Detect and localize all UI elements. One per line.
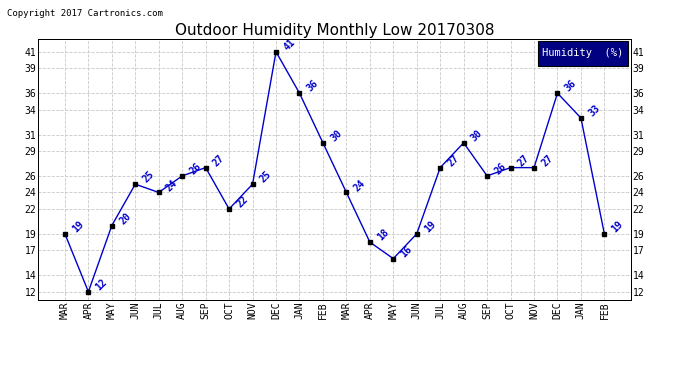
Text: 27: 27 xyxy=(446,153,461,168)
Text: 41: 41 xyxy=(282,37,297,52)
Text: 27: 27 xyxy=(540,153,555,168)
Text: 30: 30 xyxy=(328,128,344,143)
Text: 26: 26 xyxy=(188,161,203,177)
Text: Copyright 2017 Cartronics.com: Copyright 2017 Cartronics.com xyxy=(7,9,163,18)
Text: 25: 25 xyxy=(141,170,156,185)
Text: 36: 36 xyxy=(563,78,578,94)
Text: 12: 12 xyxy=(94,277,109,292)
Text: 19: 19 xyxy=(70,219,86,234)
Text: 19: 19 xyxy=(422,219,437,234)
Text: 20: 20 xyxy=(117,211,132,226)
Text: 26: 26 xyxy=(493,161,508,177)
Text: 24: 24 xyxy=(164,178,179,193)
Text: 30: 30 xyxy=(469,128,484,143)
Title: Outdoor Humidity Monthly Low 20170308: Outdoor Humidity Monthly Low 20170308 xyxy=(175,23,495,38)
Text: 25: 25 xyxy=(258,170,273,185)
Text: 16: 16 xyxy=(399,244,414,259)
Text: Humidity  (%): Humidity (%) xyxy=(542,48,623,58)
Text: 36: 36 xyxy=(305,78,320,94)
Text: 27: 27 xyxy=(516,153,531,168)
Text: 18: 18 xyxy=(375,227,391,243)
Text: 33: 33 xyxy=(586,103,602,118)
Text: 24: 24 xyxy=(352,178,367,193)
Text: 19: 19 xyxy=(610,219,625,234)
Text: 27: 27 xyxy=(211,153,226,168)
Text: 22: 22 xyxy=(235,194,250,210)
